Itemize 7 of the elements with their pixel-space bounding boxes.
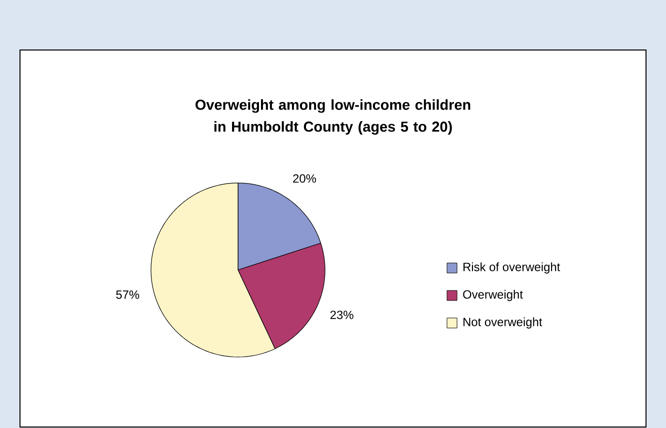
chart-title: Overweight among low-income children in Humboldt County (ages 5 to 20) xyxy=(196,99,470,135)
data-label: 23% xyxy=(330,310,354,320)
data-label: 57% xyxy=(116,290,140,299)
data-label: 20% xyxy=(293,174,316,183)
legend-label: Not overweight xyxy=(464,317,542,329)
legend-label: Overweight xyxy=(463,290,523,302)
legend-label: Risk of overweight xyxy=(464,262,560,274)
